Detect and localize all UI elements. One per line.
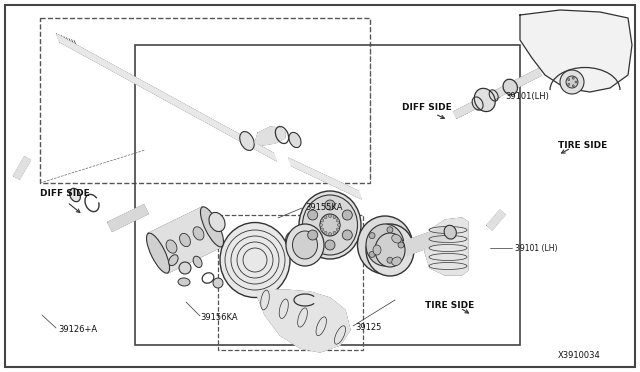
Ellipse shape — [180, 233, 191, 247]
Circle shape — [336, 219, 339, 222]
Ellipse shape — [373, 245, 381, 255]
Ellipse shape — [193, 256, 202, 267]
Ellipse shape — [392, 234, 401, 243]
Text: DIFF SIDE: DIFF SIDE — [402, 103, 452, 112]
Ellipse shape — [147, 233, 170, 273]
Bar — [40, 18, 370, 183]
Ellipse shape — [70, 188, 81, 202]
Text: TIRE SIDE: TIRE SIDE — [558, 141, 607, 150]
Ellipse shape — [392, 257, 401, 266]
Ellipse shape — [375, 233, 405, 267]
Bar — [218, 215, 363, 350]
Text: 39156KA: 39156KA — [200, 314, 237, 323]
Text: 39155KA: 39155KA — [305, 203, 342, 212]
Circle shape — [325, 200, 335, 210]
Circle shape — [328, 215, 332, 218]
Text: 39101(LH): 39101(LH) — [505, 93, 549, 102]
Ellipse shape — [178, 278, 190, 286]
Polygon shape — [56, 34, 276, 161]
Circle shape — [560, 70, 584, 94]
Ellipse shape — [169, 255, 178, 266]
Circle shape — [342, 230, 353, 240]
Polygon shape — [13, 157, 31, 179]
Ellipse shape — [240, 132, 254, 150]
Circle shape — [342, 210, 353, 220]
Text: 39126+A: 39126+A — [58, 326, 97, 334]
Ellipse shape — [209, 212, 225, 232]
Circle shape — [321, 228, 324, 231]
Text: TIRE SIDE: TIRE SIDE — [426, 301, 475, 310]
Text: 39101 (LH): 39101 (LH) — [515, 244, 557, 253]
Circle shape — [333, 216, 336, 219]
Circle shape — [369, 251, 375, 257]
Circle shape — [575, 81, 577, 83]
Polygon shape — [148, 207, 221, 273]
Polygon shape — [108, 205, 148, 231]
Circle shape — [324, 216, 327, 219]
Ellipse shape — [299, 191, 361, 259]
Ellipse shape — [179, 262, 191, 274]
Circle shape — [387, 227, 393, 233]
Ellipse shape — [303, 195, 358, 255]
Circle shape — [566, 76, 578, 88]
Ellipse shape — [444, 225, 456, 239]
Polygon shape — [289, 158, 362, 199]
Polygon shape — [255, 290, 350, 352]
Text: DIFF SIDE: DIFF SIDE — [40, 189, 90, 198]
Circle shape — [369, 232, 375, 238]
Circle shape — [337, 224, 340, 227]
Circle shape — [308, 210, 317, 220]
Ellipse shape — [166, 240, 177, 253]
Polygon shape — [453, 69, 541, 118]
Circle shape — [319, 224, 323, 227]
Ellipse shape — [200, 207, 223, 247]
Ellipse shape — [285, 231, 305, 253]
Ellipse shape — [289, 132, 301, 148]
Circle shape — [572, 77, 574, 79]
Text: X3910034: X3910034 — [557, 350, 600, 359]
Circle shape — [572, 85, 574, 87]
Circle shape — [328, 232, 332, 235]
Ellipse shape — [366, 224, 404, 266]
Ellipse shape — [292, 231, 317, 259]
Ellipse shape — [358, 216, 413, 274]
Ellipse shape — [220, 222, 290, 298]
Ellipse shape — [320, 214, 340, 236]
Text: 39125: 39125 — [355, 324, 381, 333]
Circle shape — [333, 231, 336, 234]
Ellipse shape — [366, 224, 414, 276]
Polygon shape — [487, 210, 505, 230]
Polygon shape — [378, 225, 452, 264]
Circle shape — [321, 219, 324, 222]
Ellipse shape — [193, 227, 204, 240]
Bar — [135, 45, 520, 345]
Circle shape — [336, 228, 339, 231]
Polygon shape — [255, 127, 285, 145]
Circle shape — [568, 83, 570, 85]
Polygon shape — [425, 218, 468, 275]
Ellipse shape — [286, 224, 324, 266]
Ellipse shape — [474, 88, 495, 112]
Circle shape — [387, 257, 393, 263]
Circle shape — [213, 278, 223, 288]
Circle shape — [308, 230, 317, 240]
Ellipse shape — [503, 79, 518, 95]
Polygon shape — [520, 10, 632, 92]
Circle shape — [324, 231, 327, 234]
Circle shape — [398, 242, 404, 248]
Circle shape — [568, 78, 570, 81]
Circle shape — [325, 240, 335, 250]
